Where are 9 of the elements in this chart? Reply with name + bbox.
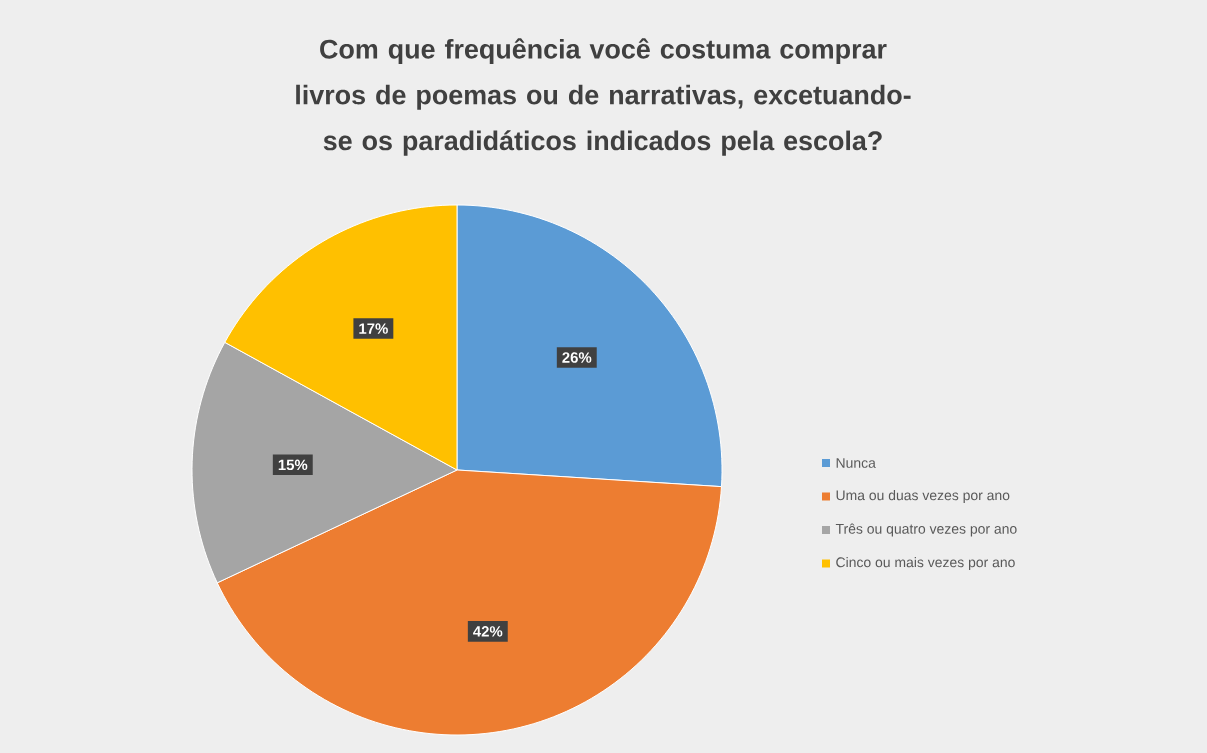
legend-label: Cinco ou mais vezes por ano — [836, 556, 1015, 570]
legend-label: Uma ou duas vezes por ano — [836, 489, 1010, 503]
data-label: 26% — [562, 352, 592, 363]
data-label: 17% — [359, 323, 388, 334]
legend-label: Três ou quatro vezes por ano — [835, 523, 1017, 537]
legend-label: Nunca — [836, 458, 876, 468]
data-label: 15% — [278, 459, 308, 471]
chart-title: Com que frequência você costuma comprar livros de poemas ou de narrativas, excetuando-se os paradidáticos indicados pela escola? — [296, 38, 911, 156]
data-label: 42% — [473, 626, 503, 637]
